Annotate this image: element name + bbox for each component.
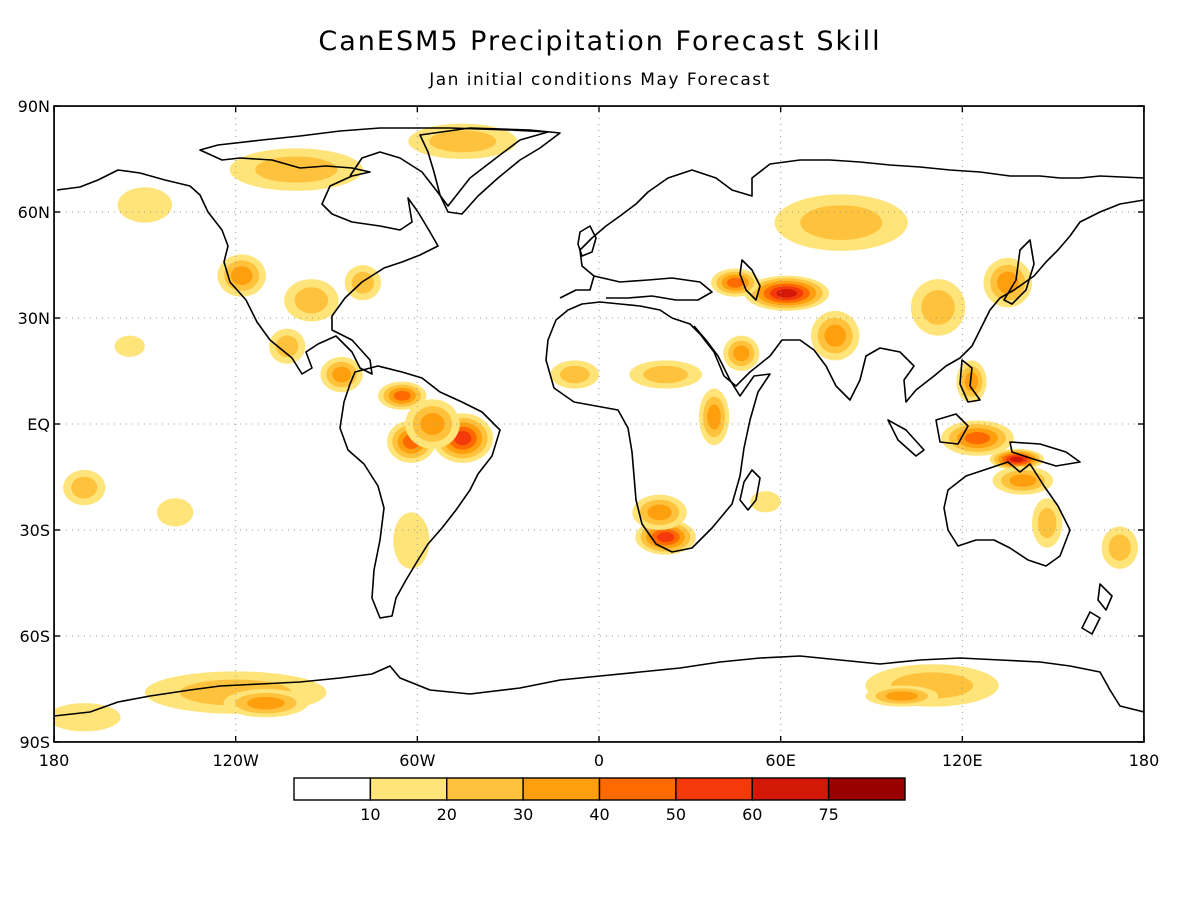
coastline-japan	[1003, 239, 1035, 305]
skill-region-mexico-level-2	[275, 335, 299, 358]
map-subtitle: Jan initial conditions May Forecast	[429, 70, 771, 90]
skill-region-antarctica-pacific-core-level-3	[247, 696, 285, 710]
coastline-sumatra	[887, 419, 925, 457]
map-axes: 180 120W 60W 0 60E 120E 180 90N 60N 30N EQ 30S 60S 90…	[18, 97, 1160, 770]
skill-region-central-america-level-3	[332, 366, 352, 383]
skill-region-philippines-level-3	[964, 372, 979, 392]
colorbar-label: 20	[437, 805, 457, 824]
skill-region-sahel-east-level-2	[643, 365, 688, 384]
skill-region-southern-africa-level-5	[656, 532, 675, 543]
coastline-south-america	[339, 365, 501, 619]
coastline-east-asia	[671, 199, 1144, 403]
skill-region-maritime-continent-level-4	[964, 431, 991, 445]
coastline-madagascar	[739, 469, 761, 511]
coastline-uk	[577, 225, 597, 257]
lon-tick-label: 60W	[399, 751, 435, 770]
skill-region-greenland-north-level-2	[429, 130, 497, 153]
colorbar-label: 10	[360, 805, 380, 824]
coastline-antarctica	[54, 655, 1144, 717]
colorbar-swatch-2	[369, 777, 448, 801]
lat-tick-label: 90N	[18, 97, 50, 116]
skill-region-arabia-level-3	[733, 345, 750, 362]
lon-tick-label: 60E	[765, 751, 795, 770]
coastline-new-guinea	[1009, 441, 1081, 467]
lat-tick-label: 60N	[18, 203, 50, 222]
coastline-africa	[545, 301, 771, 553]
skill-region-eastern-australia-level-2	[1037, 507, 1057, 539]
skill-region-sahel-west-level-2	[559, 365, 590, 384]
skill-region-china-east-level-2	[921, 290, 955, 325]
skill-region-tasman-level-2	[1108, 534, 1131, 561]
coastline-borneo	[935, 413, 969, 445]
skill-region-south-pacific-east-level-1	[156, 498, 194, 527]
skill-region-canada-arctic-level-2	[255, 156, 338, 183]
lon-tick-label: 120E	[942, 751, 983, 770]
colorbar-swatch-8	[827, 777, 906, 801]
colorbar-swatch-5	[598, 777, 677, 801]
coastline-new-zealand	[1081, 583, 1113, 635]
colorbar-label: 75	[818, 805, 838, 824]
skill-region-new-guinea-timor-level-6	[1010, 456, 1024, 462]
map-area	[54, 106, 1144, 742]
colorbar-label: 50	[666, 805, 686, 824]
colorbar-swatch-3	[446, 777, 524, 801]
skill-region-western-usa-level-3	[230, 266, 253, 286]
skill-region-central-asia-level-6	[776, 288, 797, 298]
skill-region-antarctica-indian-core-level-3	[885, 691, 918, 701]
skill-region-alaska-level-1	[117, 187, 173, 223]
skill-region-southeast-pacific-level-2	[71, 476, 98, 499]
skill-region-southern-africa-north-level-3	[647, 504, 672, 521]
colorbar-swatch-6	[675, 777, 753, 801]
lon-tick-label: 120W	[212, 751, 259, 770]
skill-region-antarctica-far-west-level-1	[54, 703, 121, 732]
skill-region-siberia-level-2	[800, 205, 883, 240]
coastline-mediterranean	[593, 275, 713, 301]
lon-tick-label: 180	[39, 751, 70, 770]
skill-region-india-level-3	[824, 324, 846, 347]
colorbar-swatch-7	[751, 777, 830, 801]
lat-tick-label: 60S	[19, 627, 50, 646]
skill-region-argentina-level-1	[393, 512, 430, 569]
coastline-north-america	[56, 127, 549, 375]
colorbar-swatch-1	[293, 777, 372, 801]
skill-region-central-pacific-north-level-1	[114, 335, 145, 357]
skill-region-indian-ocean-west-level-1	[750, 491, 781, 513]
colorbar-label: 40	[589, 805, 609, 824]
colorbar-swatch-4	[522, 777, 601, 801]
skill-region-central-usa-level-2	[294, 287, 329, 314]
colorbar-label: 30	[513, 805, 533, 824]
lat-tick-label: EQ	[27, 415, 50, 434]
skill-region-northern-south-america-level-4	[393, 390, 411, 401]
lon-tick-label: 0	[594, 751, 604, 770]
skill-region-eastern-usa-level-2	[351, 271, 375, 294]
coastline-australia	[943, 461, 1071, 567]
coastline-caspian	[739, 259, 761, 301]
map-title: CanESM5 Precipitation Forecast Skill	[318, 26, 882, 57]
skill-region-japan-korea-level-3	[996, 271, 1019, 294]
lat-tick-label: 30N	[18, 309, 50, 328]
gridlines	[54, 106, 1144, 742]
skill-region-northern-australia-level-3	[1009, 474, 1037, 487]
coastline-greenland	[419, 127, 561, 215]
colorbar-label: 60	[742, 805, 762, 824]
lat-tick-label: 90S	[19, 733, 50, 752]
skill-region-eastern-brazil-level-5	[454, 431, 472, 446]
colorbar: 10 20 30 40 50 60 75	[293, 777, 906, 824]
lon-tick-label: 180	[1129, 751, 1160, 770]
coastline-philippines	[959, 359, 981, 403]
lat-tick-label: 30S	[19, 521, 50, 540]
skill-region-caspian-level-4	[726, 277, 744, 288]
skill-region-east-africa-level-3	[707, 404, 721, 430]
coastlines	[54, 127, 1144, 717]
